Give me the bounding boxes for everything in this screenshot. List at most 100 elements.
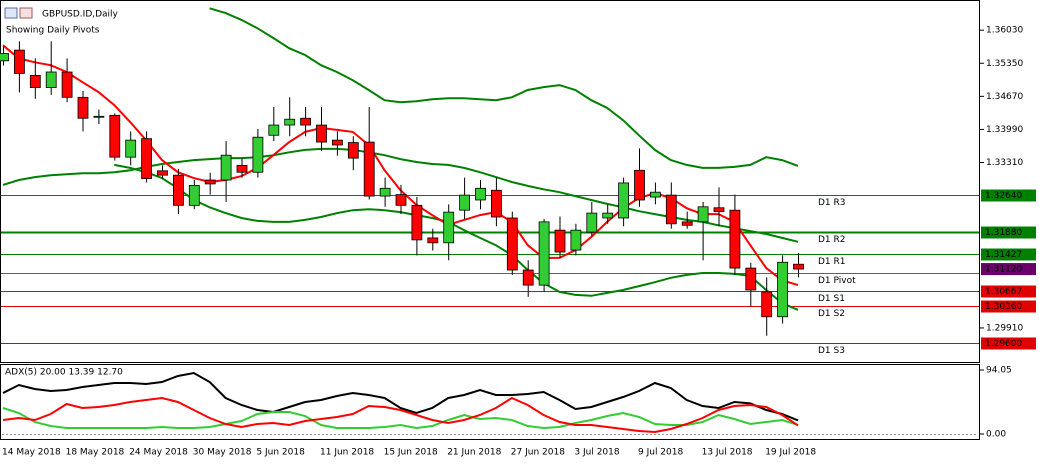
x-tick-label: 19 Jul 2018 [765,448,816,458]
last-price-box [981,263,1036,276]
candle-body [379,187,391,197]
candle-body [252,136,264,173]
candle-body [602,212,614,219]
price-box-label: 1.32640 [985,191,1022,201]
price-box [981,248,1036,261]
price-box [981,285,1036,298]
candle-body [490,189,502,218]
candle-body [109,114,121,158]
candle-body [586,212,598,233]
price-box [981,300,1036,313]
pivot-label: D1 Pivot [818,276,856,286]
candle-body [172,174,184,206]
candle-body [634,169,645,201]
candle-body [77,96,89,119]
candle-body [427,237,439,244]
chart-title: GBPUSD.ID,Daily [42,10,119,20]
x-tick-label: 21 Jun 2018 [447,448,501,458]
candle-body [93,115,105,118]
indicator-line [2,407,799,430]
candle-body [204,179,216,185]
indicator-title: ADX(5) 20.00 13.39 12.70 [5,368,123,378]
price-box-label: 1.31880 [985,228,1022,238]
y-tick-label: 1.34670 [986,92,1023,102]
price-box-label: 1.30667 [985,287,1022,297]
icon-box [19,7,33,19]
candle-body [395,194,407,206]
y-tick-label: 1.33310 [986,158,1023,168]
y-tick-label: 0.00 [986,430,1006,440]
price-box [981,337,1036,350]
pivot-label: D1 R2 [818,235,846,245]
x-tick-label: 9 Jul 2018 [638,448,683,458]
x-tick-label: 27 Jun 2018 [511,448,565,458]
price-box-label: 1.30360 [985,302,1022,312]
candle-body [745,267,757,291]
candle-body [29,75,41,88]
x-tick-label: 5 Jun 2018 [256,448,305,458]
x-tick-label: 18 May 2018 [66,448,125,458]
candle-body [363,141,375,197]
candle-body [554,229,566,253]
candle-body [284,118,296,126]
symbol-icon [4,7,33,19]
candle-body [793,263,804,270]
y-tick-label: 94.05 [986,366,1012,376]
candle-body [268,124,280,136]
price-box-label: 1.31427 [985,250,1022,260]
candle-body [777,261,788,318]
candle-body [650,191,661,198]
candle-body [618,182,629,219]
main-panel-frame [0,0,980,363]
x-tick-label: 15 Jun 2018 [384,448,438,458]
overlay-line [209,7,799,169]
candle-body [45,71,57,88]
last-price-label: 1.31120 [985,265,1022,275]
x-tick-label: 24 May 2018 [129,448,188,458]
candle-body [761,291,773,318]
candle-body [316,124,327,143]
y-tick-label: 1.35350 [986,59,1023,69]
candle-body [125,139,137,158]
indicator-panel-frame [0,364,980,440]
indicator-line [2,371,799,422]
candle-body [570,229,582,251]
candle-body [538,221,550,286]
price-box [981,226,1036,239]
candle-body [729,209,741,269]
pivot-label: D1 R3 [818,198,846,208]
candle-body [220,154,232,181]
pivot-label: D1 S1 [818,294,845,304]
indicator-line [2,396,799,434]
candle-body [697,206,709,223]
candle-body [300,117,312,126]
candle-body [157,170,168,176]
candle-body [443,211,455,244]
x-tick-label: 30 May 2018 [193,448,252,458]
candle-body [61,71,73,98]
x-tick-label: 13 Jul 2018 [702,448,753,458]
price-box-label: 1.29600 [985,339,1022,349]
candle-body [347,142,359,159]
chart-subtitle: Showing Daily Pivots [6,26,100,36]
candle-body [13,49,25,74]
candle-body [713,207,725,213]
icon-box [4,7,18,19]
y-tick-label: 1.29910 [986,323,1023,333]
y-tick-label: 1.33990 [986,125,1023,135]
pivot-label: D1 S3 [818,346,845,356]
price-box [981,189,1036,202]
candle-body [522,269,534,286]
candle-body [681,221,693,226]
x-tick-label: 11 Jun 2018 [320,448,374,458]
candle-body [665,194,677,225]
candle-body [331,139,343,146]
overlay-line [114,163,799,311]
candle-body [475,187,486,201]
candle-body [0,53,9,62]
x-tick-label: 14 May 2018 [2,448,61,458]
candle-body [411,204,423,241]
pivot-label: D1 R1 [818,257,846,267]
